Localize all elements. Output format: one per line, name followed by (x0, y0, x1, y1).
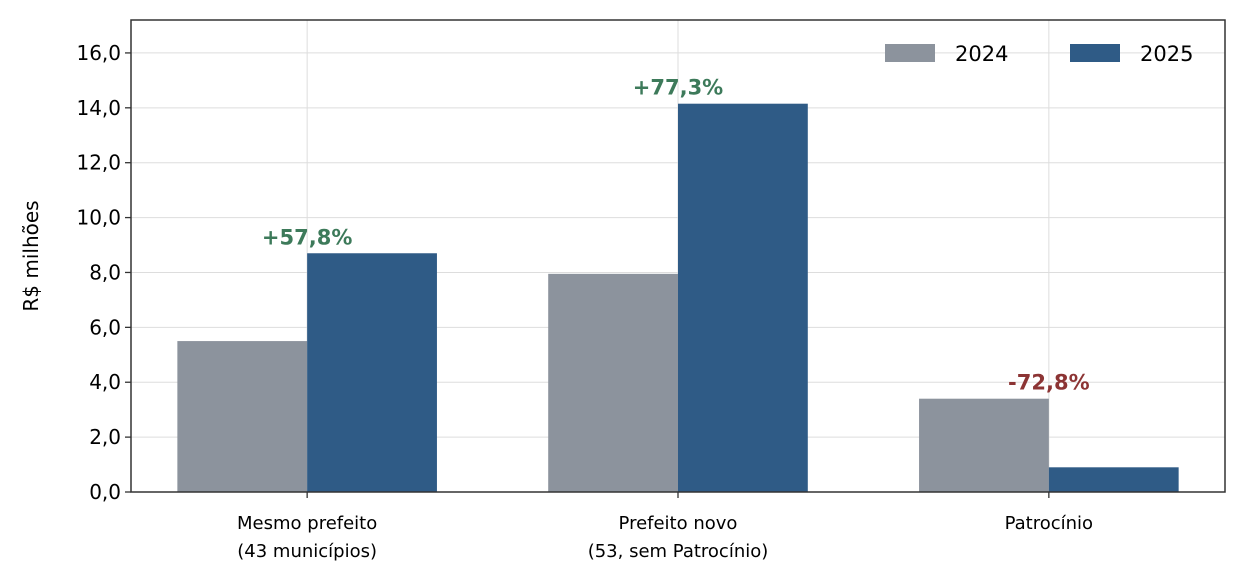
legend-label: 2025 (1140, 42, 1193, 66)
x-tick-label: Patrocínio (1005, 513, 1093, 534)
bar-2024 (919, 398, 1049, 492)
y-tick-label: 10,0 (76, 206, 121, 230)
x-tick-label-line: (43 municípios) (237, 541, 377, 562)
y-tick-label: 16,0 (76, 41, 121, 65)
y-axis-label: R$ milhões (19, 200, 43, 311)
change-annotation: +57,8% (262, 225, 352, 249)
y-axis: 0,0 2,0 4,0 6,0 8,0 10,0 12,0 14,0 16,0 (76, 41, 131, 504)
legend-swatch-2025 (1070, 44, 1120, 62)
annotations: +57,8% +77,3% -72,8% (262, 76, 1090, 395)
y-tick-label: 0,0 (89, 480, 121, 504)
x-tick-label: Prefeito novo (53, sem Patrocínio) (588, 513, 769, 562)
x-axis: Mesmo prefeito (43 municípios) Prefeito no… (237, 492, 1093, 562)
bars (177, 103, 1179, 492)
change-annotation: -72,8% (1008, 371, 1090, 395)
x-tick-label: Mesmo prefeito (43 municípios) (237, 513, 377, 562)
bar-2025 (1048, 467, 1179, 492)
y-tick-label: 4,0 (89, 370, 121, 394)
legend-swatch-2024 (885, 44, 935, 62)
x-tick-label-line: Prefeito novo (619, 513, 738, 534)
legend-label: 2024 (955, 42, 1008, 66)
y-tick-label: 14,0 (76, 96, 121, 120)
y-tick-label: 2,0 (89, 425, 121, 449)
y-tick-label: 8,0 (89, 260, 121, 284)
bar-2024 (548, 273, 678, 492)
bar-2025 (307, 253, 437, 492)
bar-2025 (678, 103, 808, 492)
x-tick-label-line: (53, sem Patrocínio) (588, 541, 769, 562)
x-tick-label-line: Patrocínio (1005, 513, 1093, 534)
y-tick-label: 6,0 (89, 315, 121, 339)
change-annotation: +77,3% (633, 76, 723, 100)
bar-2024 (177, 341, 308, 492)
y-tick-label: 12,0 (76, 151, 121, 175)
legend: 2024 2025 (885, 42, 1193, 66)
x-tick-label-line: Mesmo prefeito (237, 513, 377, 534)
